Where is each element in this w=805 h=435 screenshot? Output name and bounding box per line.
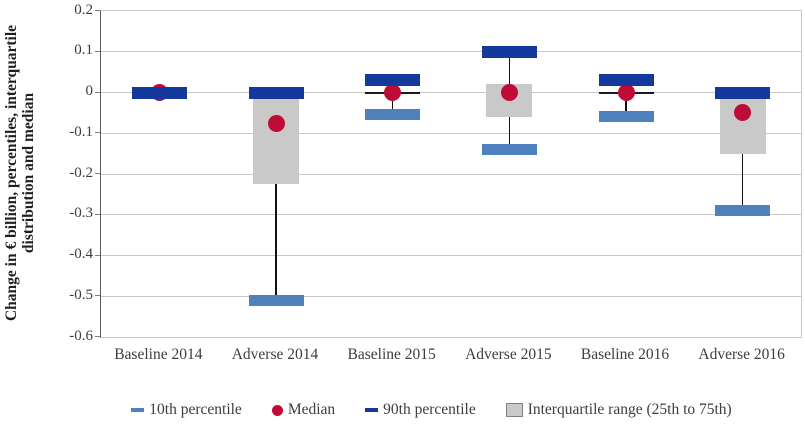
- median-marker: [617, 84, 635, 101]
- x-category-label: Adverse 2014: [231, 346, 319, 363]
- y-axis-title-line1: Change in € billion, percentiles, interq…: [3, 24, 20, 322]
- gridline: [101, 214, 801, 216]
- median-marker: [267, 114, 285, 132]
- y-tick-label: -0.5: [69, 286, 93, 303]
- p90-marker: [131, 86, 187, 99]
- y-axis-tick-mark: [95, 10, 100, 11]
- y-tick-label: 0: [85, 83, 94, 99]
- 10th-percentile-dash-icon: [131, 408, 145, 412]
- legend-label-interquartile-range: Interquartile range (25th to 75th): [527, 401, 732, 418]
- interquartile-range-box-icon: [505, 403, 523, 417]
- p10-marker: [365, 109, 421, 121]
- y-tick-label: -0.2: [69, 164, 93, 181]
- y-tick-label: -0.1: [69, 123, 93, 140]
- gridline: [101, 295, 801, 297]
- y-tick-label: -0.3: [69, 205, 93, 222]
- y-tick-label: 0.2: [74, 1, 93, 18]
- p10-marker: [248, 294, 304, 306]
- y-axis-title: Change in € billion, percentiles, interq…: [3, 8, 37, 338]
- y-axis-tick-mark: [95, 50, 100, 52]
- plot-area: [100, 10, 802, 338]
- legend-item-median: Median: [271, 401, 336, 419]
- p10-marker: [715, 205, 771, 217]
- y-tick-label: -0.6: [69, 327, 93, 344]
- gridline: [101, 51, 801, 53]
- x-category-label: Baseline 2016: [580, 346, 670, 363]
- y-tick-label: -0.4: [69, 246, 93, 262]
- x-category-label: Adverse 2016: [698, 346, 785, 363]
- legend-label-median: Median: [287, 401, 336, 418]
- y-axis-tick-mark: [95, 213, 100, 215]
- x-category-label: Baseline 2014: [114, 346, 203, 363]
- median-marker: [500, 84, 518, 101]
- gridline: [101, 92, 801, 93]
- p90-marker: [715, 86, 771, 99]
- p10-marker: [481, 144, 537, 156]
- y-axis-tick-mark: [95, 336, 100, 337]
- x-category-label: Adverse 2015: [465, 346, 552, 363]
- y-axis-tick-mark: [95, 254, 100, 256]
- y-axis-tick-mark: [95, 173, 100, 174]
- y-axis-tick-mark: [95, 295, 100, 297]
- gridline: [101, 173, 801, 175]
- p90-marker: [248, 86, 304, 99]
- gridline: [101, 132, 801, 134]
- p90-marker: [365, 74, 421, 87]
- whisker-line: [275, 92, 277, 301]
- chart-legend: 10th percentile Median 90th percentile I…: [0, 401, 805, 419]
- interquartile-range-box: [253, 98, 299, 185]
- legend-item-10th-percentile: 10th percentile: [131, 401, 242, 419]
- median-marker: [734, 104, 752, 122]
- y-axis-tick-mark: [95, 91, 100, 93]
- legend-label-90th-percentile: 90th percentile: [383, 401, 476, 418]
- legend-item-90th-percentile: 90th percentile: [365, 401, 476, 419]
- 90th-percentile-dash-icon: [365, 408, 379, 412]
- gridline: [101, 255, 801, 256]
- y-axis-title-line2: distribution and median: [20, 92, 37, 254]
- p10-marker: [598, 111, 654, 123]
- legend-item-interquartile-range: Interquartile range (25th to 75th): [505, 401, 732, 419]
- y-tick-label: 0.1: [74, 42, 93, 59]
- median-marker: [384, 84, 402, 101]
- p90-marker: [598, 74, 654, 87]
- p90-marker: [481, 45, 537, 58]
- legend-label-10th-percentile: 10th percentile: [149, 401, 242, 418]
- median-dot-icon: [271, 404, 283, 416]
- x-category-label: Baseline 2015: [347, 346, 436, 363]
- y-axis-tick-mark: [95, 132, 100, 134]
